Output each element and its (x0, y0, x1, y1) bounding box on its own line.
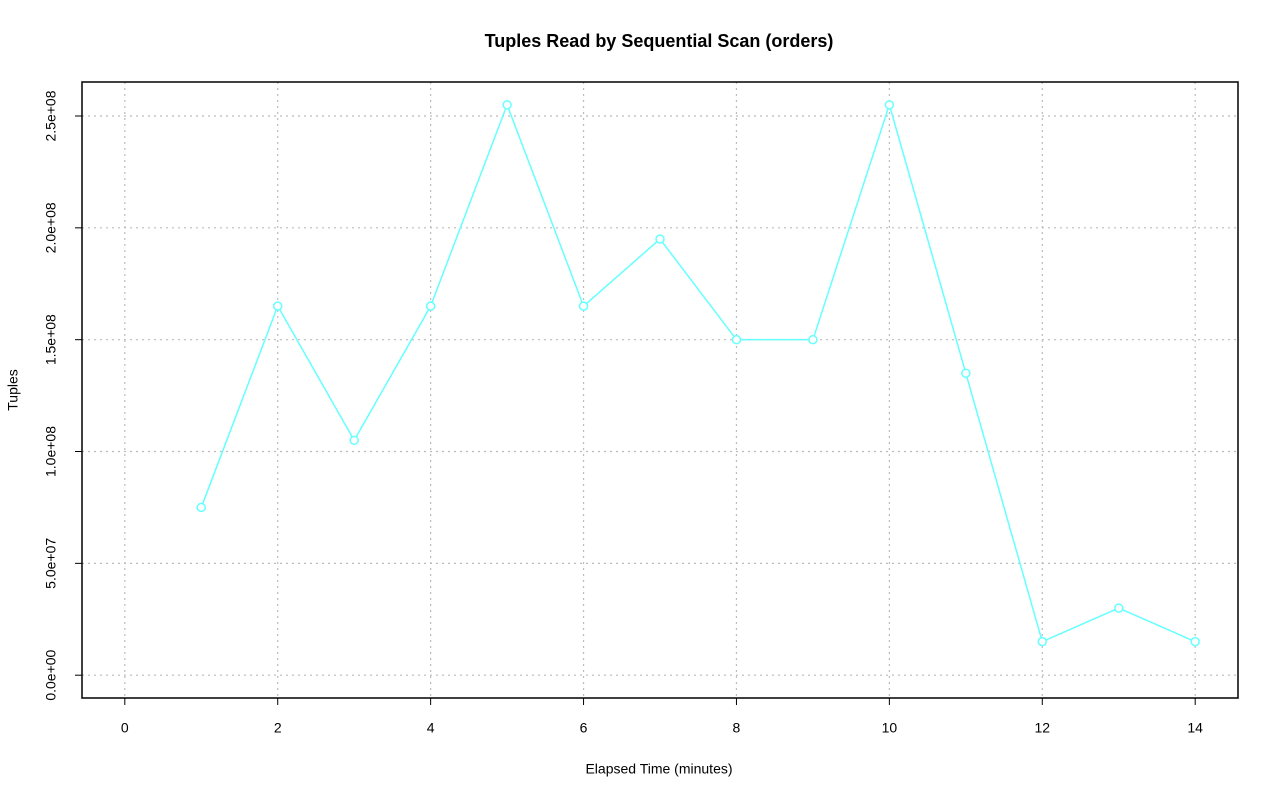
data-point (808, 334, 818, 345)
x-tick-label: 14 (1187, 720, 1203, 736)
data-point (1037, 636, 1048, 647)
y-axis-title: Tuples (5, 369, 21, 411)
x-tick-label: 12 (1034, 720, 1050, 736)
data-point (961, 368, 971, 378)
x-tick-label: 0 (121, 720, 129, 736)
data-point (655, 234, 665, 244)
data-point (196, 502, 207, 513)
x-tick-label: 6 (580, 720, 588, 736)
y-tick-label: 1.5e+08 (43, 314, 59, 365)
x-tick-label: 10 (882, 720, 898, 736)
data-point (1190, 636, 1200, 647)
x-tick-label: 4 (427, 720, 435, 736)
series-line (200, 102, 1196, 643)
chart-title: Tuples Read by Sequential Scan (orders) (485, 31, 834, 51)
data-point (1113, 603, 1124, 613)
x-axis-title: Elapsed Time (minutes) (585, 761, 732, 777)
data-point (884, 100, 895, 110)
y-tick-label: 2.5e+08 (43, 90, 59, 141)
y-tick-label: 1.0e+08 (43, 426, 59, 477)
data-point (425, 301, 436, 311)
y-tick-label: 2.0e+08 (43, 202, 59, 253)
x-tick-label: 8 (733, 720, 741, 736)
data-point (731, 334, 742, 345)
x-tick-label: 2 (274, 720, 282, 736)
plot-frame (81, 81, 1239, 699)
data-point (502, 100, 512, 110)
data-point (578, 301, 589, 311)
y-tick-label: 0.0e+00 (43, 649, 59, 700)
data-point (272, 301, 283, 311)
y-tick-label: 5.0e+07 (43, 538, 59, 589)
data-point (349, 435, 359, 446)
